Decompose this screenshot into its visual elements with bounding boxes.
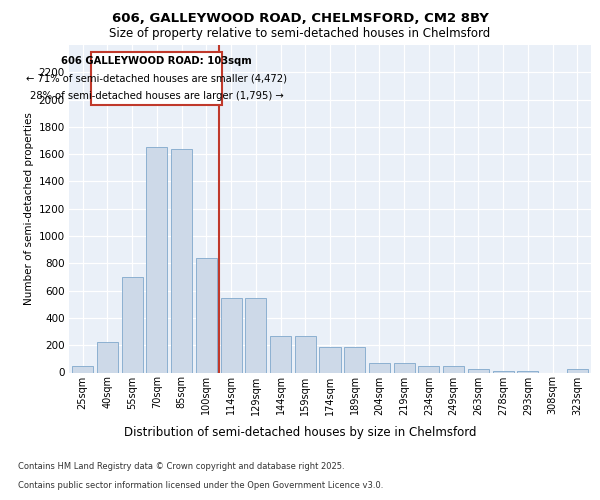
Bar (443, 366, 464, 372)
Text: 606 GALLEYWOOD ROAD: 103sqm: 606 GALLEYWOOD ROAD: 103sqm (61, 56, 252, 66)
Bar (221, 298, 242, 372)
Bar (146, 146, 167, 372)
Text: Size of property relative to semi-detached houses in Chelmsford: Size of property relative to semi-detach… (109, 28, 491, 40)
Bar (171, 148, 192, 372)
Bar (493, 371, 514, 372)
Y-axis label: Number of semi-detached properties: Number of semi-detached properties (25, 112, 34, 305)
Text: Distribution of semi-detached houses by size in Chelmsford: Distribution of semi-detached houses by … (124, 426, 476, 439)
Bar (72, 366, 93, 372)
Bar (369, 363, 390, 372)
Bar (270, 336, 291, 372)
Bar (196, 258, 217, 372)
Bar (97, 342, 118, 372)
Bar (418, 366, 439, 372)
Bar (468, 368, 489, 372)
Text: 606, GALLEYWOOD ROAD, CHELMSFORD, CM2 8BY: 606, GALLEYWOOD ROAD, CHELMSFORD, CM2 8B… (112, 12, 488, 26)
Text: Contains public sector information licensed under the Open Government Licence v3: Contains public sector information licen… (18, 481, 383, 490)
Bar (517, 371, 538, 372)
Bar (319, 348, 341, 372)
Bar (567, 370, 588, 372)
Text: Contains HM Land Registry data © Crown copyright and database right 2025.: Contains HM Land Registry data © Crown c… (18, 462, 344, 471)
FancyBboxPatch shape (91, 52, 223, 105)
Bar (344, 348, 365, 372)
Bar (122, 277, 143, 372)
Text: 28% of semi-detached houses are larger (1,795) →: 28% of semi-detached houses are larger (… (30, 91, 284, 101)
Bar (295, 336, 316, 372)
Bar (245, 298, 266, 372)
Text: ← 71% of semi-detached houses are smaller (4,472): ← 71% of semi-detached houses are smalle… (26, 74, 287, 84)
Bar (394, 363, 415, 372)
